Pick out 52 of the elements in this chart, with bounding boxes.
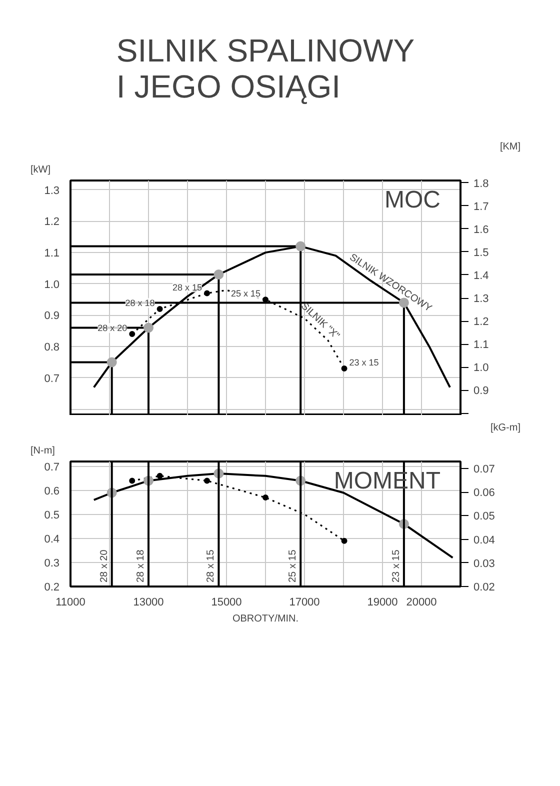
- y2-tick-label: 1.1: [474, 339, 489, 352]
- y-tick-label: 0.5: [44, 509, 60, 522]
- y2-tick-label: 1.0: [474, 362, 489, 374]
- ref-line-label: 25 x 15: [288, 549, 299, 582]
- annotation: 23 x 15: [349, 358, 379, 368]
- y2-tick-label: 1.5: [474, 246, 489, 259]
- y-tick-label: 0.8: [44, 342, 60, 354]
- y2-tick-label: 1.3: [474, 293, 489, 305]
- chart-title: SILNIK SPALINOWY I JEGO OSIĄGI: [116, 32, 415, 104]
- ref-line-label: 28 x 20: [98, 549, 110, 582]
- ref-line-label: 28 x 18: [136, 549, 146, 582]
- y2-tick-label: 0.04: [474, 534, 495, 546]
- ref-line-label: 23 x 15: [390, 549, 402, 582]
- x-tick-label: 20000: [406, 596, 437, 608]
- y2-tick-label: 0.9: [474, 385, 489, 398]
- annotation: 25 x 15: [230, 288, 261, 299]
- y-tick-label: 1.2: [44, 216, 60, 228]
- x-tick-label: 19000: [367, 596, 398, 608]
- y2-tick-label: 0.07: [474, 464, 495, 476]
- y2-tick-label: 0.06: [474, 487, 495, 500]
- y2-tick-label: 1.8: [474, 178, 489, 190]
- x-tick-label: 17000: [289, 596, 320, 608]
- y-tick-label: 0.6: [44, 485, 60, 498]
- x-tick-label: 15000: [211, 596, 242, 608]
- y2-tick-label: 1.6: [474, 224, 489, 236]
- y2-axis-title: [KM]: [500, 142, 521, 152]
- y-tick-label: 0.2: [44, 582, 60, 594]
- y-tick-label: 1.3: [44, 184, 60, 197]
- y-axis-title: [N-m]: [30, 446, 56, 456]
- y-axis-title: [kW]: [30, 164, 51, 176]
- annotation: 28 x 15: [172, 282, 202, 292]
- y-tick-label: 1.0: [44, 278, 60, 291]
- y2-tick-label: 0.02: [474, 582, 495, 594]
- y-tick-label: 0.7: [44, 461, 60, 474]
- ref-line-label: 28 x 15: [206, 549, 217, 582]
- x-tick-label: 13000: [133, 596, 164, 608]
- y-tick-label: 0.9: [44, 310, 60, 322]
- annotation: 28 x 18: [125, 298, 155, 308]
- y2-tick-label: 0.05: [474, 510, 495, 523]
- y2-tick-label: 1.2: [474, 316, 489, 328]
- y-tick-label: 1.1: [44, 248, 60, 260]
- x-axis-title: OBROTY/MIN.: [232, 614, 299, 624]
- y2-tick-label: 1.7: [474, 200, 489, 213]
- y2-tick-label: 0.03: [474, 558, 495, 570]
- y-tick-label: 0.3: [44, 557, 60, 570]
- x-tick-label: 11000: [56, 596, 86, 608]
- y-tick-label: 0.7: [44, 372, 60, 385]
- y2-axis-title: [kG-m]: [490, 422, 521, 434]
- annotation: MOC: [384, 186, 441, 214]
- y2-tick-label: 1.4: [474, 270, 489, 282]
- y-tick-label: 0.4: [44, 533, 60, 546]
- annotation: 28 x 20: [98, 323, 128, 334]
